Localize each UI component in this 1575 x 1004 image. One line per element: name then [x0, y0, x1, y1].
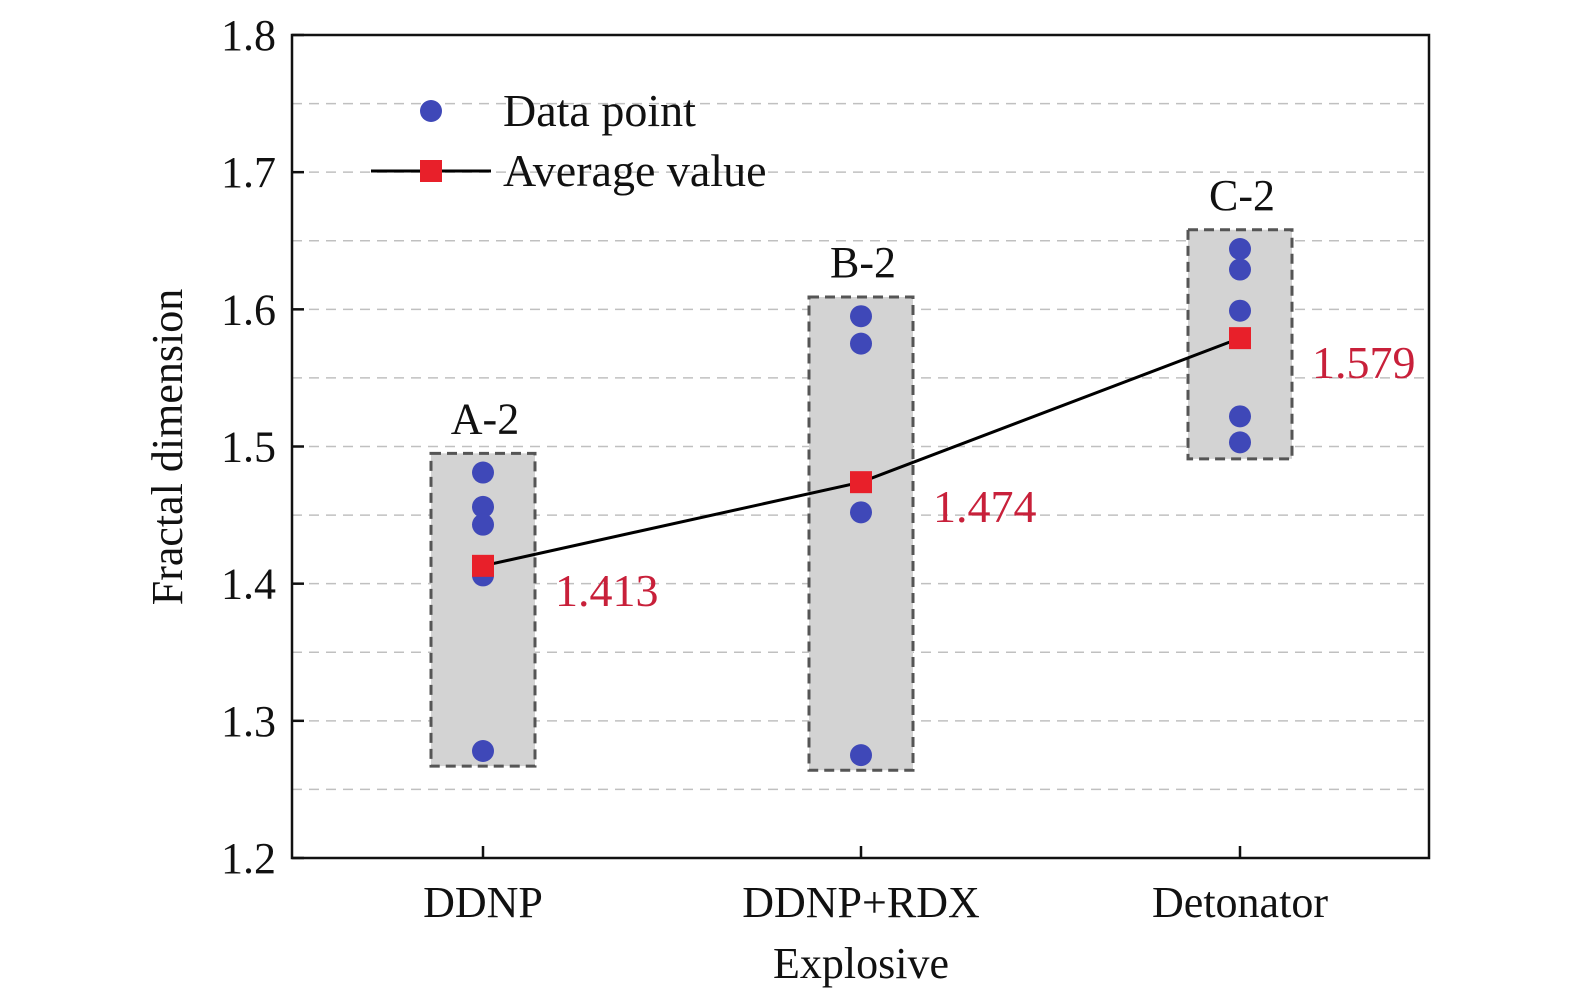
data-point [1229, 258, 1251, 281]
y-axis-title: Fractal dimension [143, 289, 192, 606]
y-tick-label: 1.8 [221, 11, 276, 60]
x-tick-label: DDNP [423, 878, 543, 927]
average-value-label: 1.413 [555, 565, 659, 616]
data-point [850, 305, 872, 328]
data-point [472, 513, 494, 536]
x-tick-label: Detonator [1152, 878, 1328, 927]
group-box [807, 295, 915, 772]
y-tick-label: 1.4 [221, 560, 276, 609]
data-point [1229, 431, 1251, 454]
data-point [850, 332, 872, 355]
data-points-layer [472, 237, 1251, 767]
data-point [472, 461, 494, 484]
axis-layer: 1.2 1.3 1.4 1.5 1.6 1.7 1.8 DDNP DDNP+RDX Detonat… [221, 11, 1328, 927]
average-marker [850, 471, 872, 494]
data-point [1229, 299, 1251, 322]
group-label: C-2 [1209, 171, 1275, 220]
x-axis-title: Explosive [773, 939, 949, 988]
legend-data-point-marker [420, 100, 442, 122]
legend-data-point-label: Data point [503, 85, 696, 136]
average-markers-layer [472, 327, 1251, 577]
average-marker [472, 554, 494, 577]
data-point [472, 495, 494, 518]
average-value-label: 1.579 [1312, 337, 1416, 388]
data-point [850, 501, 872, 524]
average-value-label: 1.474 [933, 481, 1037, 532]
data-point [850, 744, 872, 767]
average-marker [1229, 327, 1251, 350]
y-tick-label: 1.6 [221, 285, 276, 334]
legend-average-label: Average value [503, 145, 767, 196]
legend-average-marker [420, 160, 442, 182]
y-tick-label: 1.5 [221, 423, 276, 472]
data-point [472, 740, 494, 763]
data-point [1229, 237, 1251, 260]
data-point [1229, 405, 1251, 428]
legend: Data point Average value [371, 85, 767, 196]
y-tick-label: 1.7 [221, 148, 276, 197]
x-tick-label: DDNP+RDX [742, 878, 980, 927]
y-tick-label: 1.3 [221, 697, 276, 746]
labels-layer: A-2 B-2 C-2 1.413 1.474 1.579 [451, 171, 1416, 616]
y-tick-label: 1.2 [221, 834, 276, 883]
group-label: A-2 [451, 394, 519, 443]
group-label: B-2 [830, 238, 896, 287]
